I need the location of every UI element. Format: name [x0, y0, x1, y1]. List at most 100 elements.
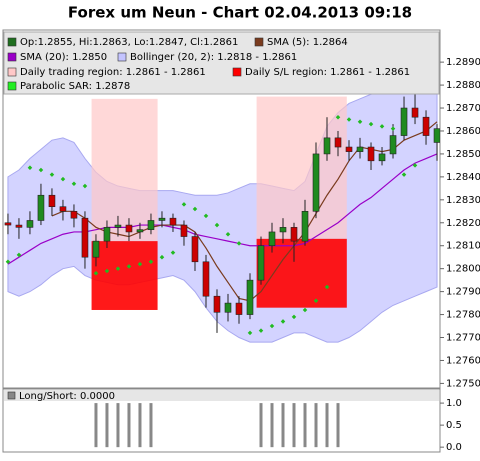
candle-body [290, 227, 298, 242]
y-tick-label: 1.2750 [446, 378, 480, 389]
candle-body [246, 279, 254, 315]
long-short-bar [314, 403, 318, 448]
sar-dot [302, 307, 308, 313]
sar-dot [401, 172, 407, 177]
stop-loss-region [256, 238, 347, 308]
sar-dot [71, 181, 77, 187]
legend-swatch [232, 67, 242, 77]
sar-dot [291, 314, 297, 320]
long-short-bar [105, 403, 109, 448]
candle-body [323, 137, 331, 155]
y-tick-label: 1.2790 [446, 287, 480, 298]
y-tick-label: 1.2820 [446, 218, 480, 229]
panel-swatch [7, 391, 16, 400]
candle-body [180, 224, 188, 237]
sar-dot [115, 266, 121, 271]
candle-body [224, 302, 232, 313]
legend-swatch [7, 67, 17, 77]
legend-label: SMA (5): 1.2864 [267, 37, 348, 48]
trading-region [91, 98, 158, 242]
main-layer [4, 77, 440, 343]
sar-dot [49, 172, 55, 177]
overlay-layer: 1.2750 1.2760 1.2770 1.2780 1.2790 1.2800 1.28… [3, 31, 480, 453]
chart-title: Forex um Neun - Chart 02.04.2013 09:18 [68, 4, 412, 22]
long-short-bar [138, 403, 142, 448]
y-tick-label: 1.2890 [446, 57, 480, 68]
long-short-bar [94, 403, 98, 448]
y-tick-label: 1.2780 [446, 310, 480, 321]
candle-body [103, 227, 111, 242]
legend-label: Bollinger (20, 2): 1.2818 - 1.2861 [130, 52, 297, 63]
sar-dot [247, 330, 253, 336]
sar-dot [280, 319, 286, 324]
candle-body [81, 217, 89, 258]
candle-body [389, 135, 397, 155]
panel-title: Long/Short: 0.0000 [19, 391, 115, 402]
panel-y-tick-label: 0.5 [446, 420, 462, 431]
legend-swatch [7, 52, 17, 62]
candle-body [59, 206, 67, 212]
candle-body [257, 245, 265, 281]
candle-body [191, 236, 199, 263]
long-short-bar [116, 403, 120, 448]
candle-body [92, 240, 100, 258]
candle-body [422, 116, 430, 136]
sma20-line [7, 153, 438, 265]
sar-dot [258, 328, 264, 333]
y-tick-label: 1.2880 [446, 80, 480, 91]
long-short-bar [149, 403, 153, 448]
legend-box [3, 31, 440, 95]
legend-label: Parabolic SAR: 1.2878 [20, 81, 130, 92]
sar-dot [126, 264, 132, 269]
legend-swatch [7, 37, 17, 47]
candle-body [367, 146, 375, 162]
y-tick-label: 1.2810 [446, 241, 480, 252]
y-tick-label: 1.2850 [446, 149, 480, 160]
candle-body [279, 227, 287, 233]
candle-body [235, 302, 243, 315]
trading-region [256, 96, 347, 239]
sar-dot [412, 163, 418, 168]
legend-label: Op:1.2855, Hi:1.2863, Lo:1.2847, Cl:1.28… [20, 37, 238, 48]
sar-dot [137, 261, 143, 267]
panel-header [4, 390, 439, 401]
legend-swatch [254, 37, 264, 47]
long-short-bar [292, 403, 296, 448]
y-tick-label: 1.2830 [446, 195, 480, 206]
long-short-bar [336, 403, 340, 448]
candle-body [433, 128, 440, 143]
sar-dot [148, 259, 154, 265]
long-short-bar [281, 403, 285, 448]
candle-body [48, 194, 56, 208]
candle-body [4, 222, 12, 226]
legend-swatch [117, 52, 127, 62]
y-tick-label: 1.2800 [446, 264, 480, 275]
y-tick-label: 1.2840 [446, 172, 480, 183]
candle-body [268, 231, 276, 247]
candle-body [114, 224, 122, 228]
candle-body [411, 107, 419, 118]
candle-body [334, 137, 342, 148]
candle-body [400, 107, 408, 136]
legend-swatch [7, 81, 17, 91]
legend-label: SMA (20): 1.2850 [20, 52, 107, 63]
candle-body [169, 217, 177, 226]
candle-body [158, 217, 166, 221]
candle-body [202, 261, 210, 297]
y-tick-label: 1.2770 [446, 333, 480, 344]
candle-body [26, 220, 34, 228]
candle-body [147, 220, 155, 230]
y-tick-label: 1.2870 [446, 103, 480, 114]
candle-body [70, 210, 78, 219]
y-tick-label: 1.2860 [446, 126, 480, 137]
sar-dot [313, 298, 319, 304]
candle-body [15, 224, 23, 228]
sar-dot [82, 183, 88, 189]
sar-dot [269, 323, 275, 329]
y-tick-label: 1.2760 [446, 355, 480, 366]
sar-dot [324, 284, 330, 290]
candle-body [213, 295, 221, 313]
long-short-bar [303, 403, 307, 448]
legend-label: Daily S/L region: 1.2861 - 1.2861 [245, 67, 410, 78]
